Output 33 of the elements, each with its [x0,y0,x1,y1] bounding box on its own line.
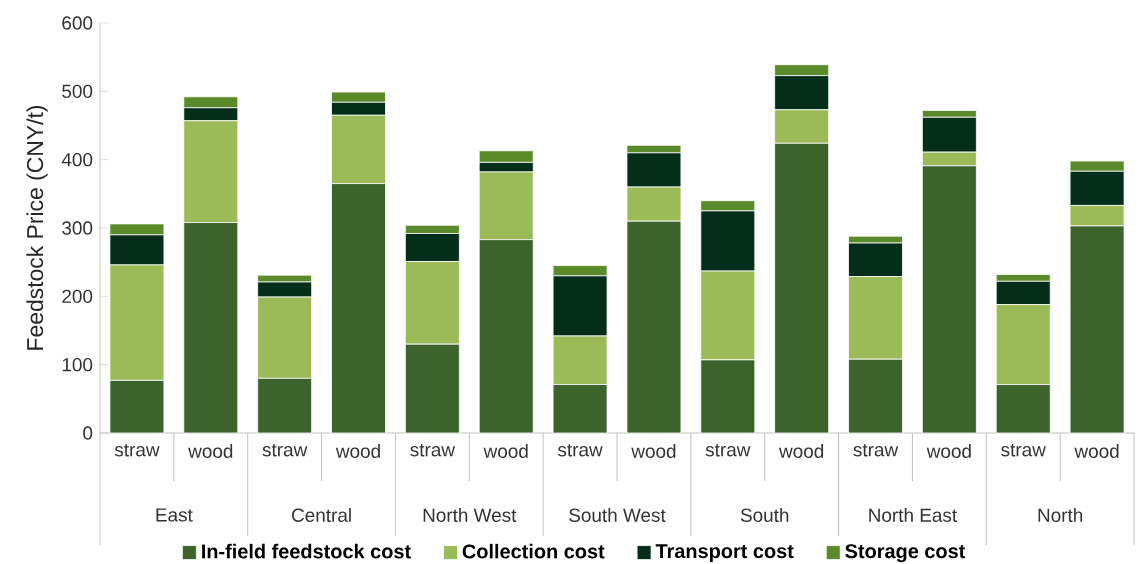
text: Central [292,508,351,522]
text: South West [569,508,666,522]
x-tick-label: wood [926,444,971,458]
text: North West [423,508,517,522]
text: South [740,508,789,522]
legend-label: Collection cost [462,543,605,559]
x-tick-label: wood [778,444,824,458]
x-tick-label: wood [1074,444,1119,458]
x-tick-label: straw [853,444,899,457]
y-tick-label: 300 [62,221,93,235]
y-tick-label: 200 [62,289,93,304]
text: North [1038,508,1083,522]
text: North East [869,508,957,522]
x-tick-label: wood [483,444,528,458]
x-tick-label: straw [262,444,308,457]
x-tick-label: wood [335,444,380,458]
y-axis-title: Feedstock Price (CNY/t) [26,105,48,350]
legend-label: In-field feedstock cost [202,543,411,559]
x-tick-label: straw [410,444,456,457]
y-tick-label: 400 [61,152,93,167]
text: East [156,508,193,522]
legend-label: Storage cost [845,544,966,563]
legend-label: Transport cost [655,544,794,563]
y-tick-label: 0 [83,426,93,440]
x-tick-label: straw [114,444,160,457]
x-tick-label: straw [705,444,751,457]
y-tick-label: 600 [62,16,93,30]
x-tick-label: wood [188,444,233,458]
y-tick-label: 100 [62,357,93,372]
y-tick-label: 500 [62,84,93,99]
x-tick-label: wood [631,444,676,458]
x-tick-label: straw [1001,444,1046,457]
x-tick-label: straw [558,444,603,457]
